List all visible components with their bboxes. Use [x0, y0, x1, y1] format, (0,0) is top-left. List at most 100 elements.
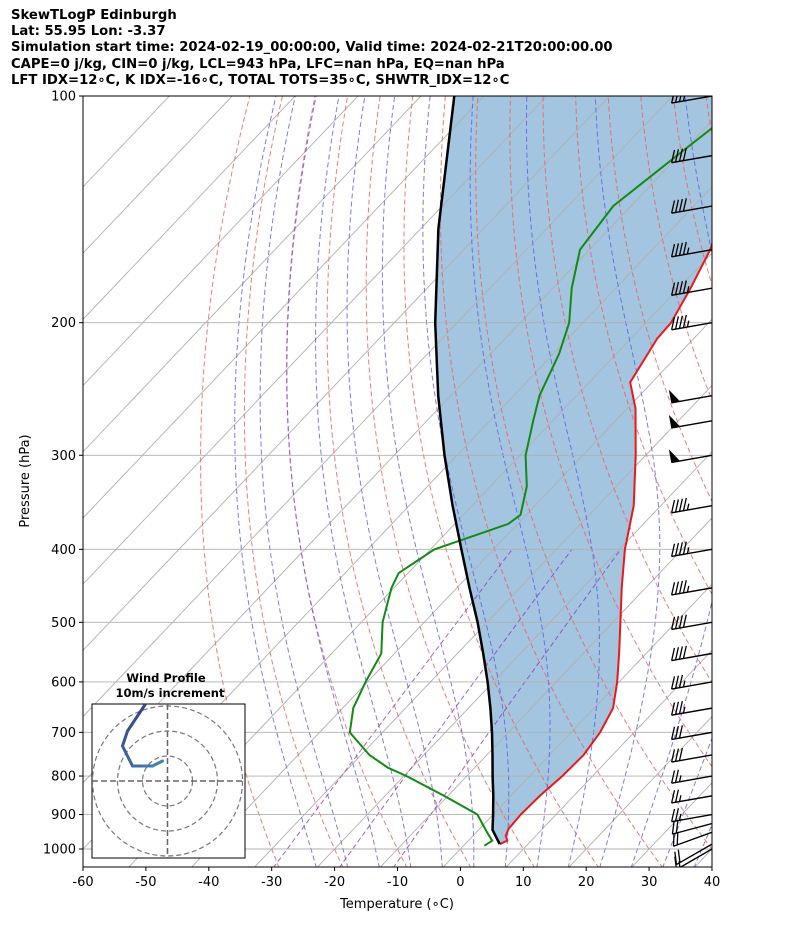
chart-title: SkewTLogP Edinburgh	[11, 8, 177, 23]
x-axis-ticks: -60 -50 -40 -30 -20 -10 0 10 20 30 40	[72, 867, 720, 890]
barb-full	[682, 614, 687, 628]
wind-barb	[668, 389, 712, 404]
barb-full	[670, 808, 676, 822]
barb-staff	[671, 795, 712, 804]
isotherm-line	[253, 384, 712, 867]
barb-staff	[671, 621, 712, 631]
wind-barb	[670, 674, 712, 690]
barb-full	[670, 149, 676, 163]
barb-full	[674, 542, 680, 556]
barb-full	[677, 849, 681, 863]
dry-adiabat-line	[509, 96, 712, 768]
x-tick-label: -50	[135, 875, 156, 890]
barb-full	[678, 674, 683, 688]
barb-full	[678, 198, 683, 212]
barb-half	[678, 775, 682, 782]
barb-full	[682, 314, 687, 328]
y-tick-label: 1000	[43, 843, 76, 858]
x-tick-label: 20	[578, 875, 595, 890]
barb-staff	[671, 813, 712, 823]
dry-adiabat-line	[286, 96, 408, 867]
y-tick-label: 800	[51, 770, 76, 785]
moist-adiabat-line	[286, 96, 380, 867]
barb-full	[678, 148, 683, 162]
barb-full	[682, 147, 687, 161]
profile-lines	[348, 96, 712, 847]
barb-full	[670, 243, 676, 257]
wind-barb	[670, 789, 712, 804]
chart-header: SkewTLogP Edinburgh Lat: 55.95 Lon: -3.3…	[11, 8, 613, 89]
moist-adiabat-line	[594, 96, 661, 867]
barb-staff	[671, 775, 712, 784]
barb-full	[678, 542, 683, 556]
barb-full	[670, 676, 676, 690]
barb-staff	[671, 587, 712, 596]
barb-full	[674, 808, 680, 822]
hodograph-segment	[121, 729, 129, 748]
wind-barb	[671, 820, 712, 835]
barb-full	[678, 747, 683, 761]
dry-adiabat-line	[403, 96, 599, 867]
x-tick-label: -60	[72, 875, 93, 890]
barb-full	[674, 725, 680, 739]
wind-barbs	[668, 96, 712, 867]
wind-barb	[668, 414, 712, 429]
barb-staff	[671, 96, 712, 104]
barb-full	[670, 96, 674, 104]
barb-staff	[671, 249, 712, 258]
wind-barb	[670, 808, 712, 823]
barb-full	[678, 242, 683, 256]
dry-adiabat-line	[365, 96, 536, 867]
cape-cin-shading	[435, 96, 712, 845]
barb-half	[686, 286, 690, 293]
barb-full	[675, 820, 679, 834]
wind-barb	[670, 241, 712, 258]
wind-barb	[668, 449, 712, 464]
isotherm-line	[316, 451, 712, 867]
barb-staff	[671, 205, 712, 214]
isotherm-line	[442, 583, 712, 867]
moist-adiabat-line	[469, 96, 551, 867]
barb-staff	[671, 548, 712, 558]
barb-full	[674, 581, 680, 595]
barb-full	[674, 149, 680, 163]
wind-barb	[670, 280, 712, 297]
isotherm-line	[128, 252, 712, 867]
barb-full	[674, 789, 680, 803]
isotherm-line	[83, 96, 485, 519]
barb-full	[674, 748, 680, 762]
barb-full	[678, 498, 683, 512]
barb-staff	[671, 707, 712, 716]
simulation-info: Simulation start time: 2024-02-19_00:00:…	[11, 40, 613, 56]
dry-adiabat-line	[705, 96, 712, 137]
barb-staff	[671, 652, 712, 662]
barb-full	[670, 543, 676, 557]
x-tick-label: -30	[261, 875, 282, 890]
y-tick-label: 300	[51, 449, 76, 464]
barb-full	[674, 243, 680, 257]
wind-barb	[674, 843, 712, 866]
barb-full	[674, 615, 680, 629]
x-tick-label: 10	[515, 875, 532, 890]
mixing-ratio-line	[273, 549, 513, 867]
dry-adiabat-line	[243, 96, 344, 867]
isotherm-line	[505, 649, 712, 867]
x-tick-label: 0	[456, 875, 464, 890]
barb-staff	[676, 843, 712, 866]
barb-half	[686, 503, 690, 511]
barb-flag	[668, 389, 681, 404]
hodograph-inset: Wind Profile 10m/s increment	[91, 671, 246, 859]
barb-full	[674, 281, 680, 295]
barb-full	[682, 241, 687, 255]
hodograph-segment	[126, 754, 134, 768]
isotherm-line	[568, 715, 712, 867]
wind-barb	[670, 198, 712, 214]
barb-staff	[671, 681, 712, 690]
hodograph-segment	[136, 704, 148, 718]
mixing-ratio-line	[339, 549, 573, 867]
x-tick-label: 40	[704, 875, 721, 890]
barb-full	[682, 541, 687, 555]
convective-indices: CAPE=0 j/kg, CIN=0 j/kg, LCL=943 hPa, LF…	[11, 56, 505, 72]
barb-flag	[668, 449, 681, 463]
barb-full	[670, 770, 676, 784]
